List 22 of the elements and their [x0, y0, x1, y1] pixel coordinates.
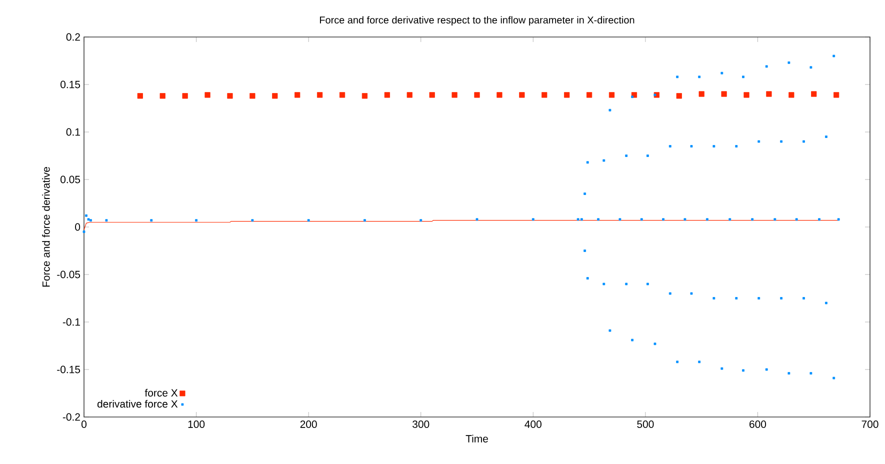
x-tick-label: 700: [862, 420, 878, 428]
x-tick-label: 600: [750, 420, 766, 428]
x-tick-label: 200: [300, 420, 317, 428]
y-tick-label: 0.2: [66, 33, 80, 41]
y-tick-label: -0.1: [62, 318, 80, 326]
legend-label: derivative force X: [97, 400, 178, 408]
y-tick-label: 0: [75, 223, 80, 231]
y-tick-label: 0.1: [66, 128, 80, 136]
y-tick-label: 0.05: [60, 176, 80, 184]
y-tick-label: -0.15: [57, 366, 80, 374]
x-tick-label: 0: [82, 420, 86, 428]
x-tick-label: 100: [188, 420, 205, 428]
chart-title: Force and force derivative respect to the inflow parameter in X-direction: [320, 16, 634, 26]
x-tick-label: 400: [524, 420, 542, 428]
y-axis-title: Force and force derivative: [42, 167, 50, 287]
legend-label: force X: [144, 388, 178, 397]
y-tick-label: -0.05: [57, 270, 80, 278]
x-axis-title: Time: [466, 434, 488, 442]
x-tick-label: 300: [412, 420, 430, 428]
x-tick-label: 500: [637, 420, 654, 428]
y-tick-label: 0.15: [60, 80, 80, 88]
y-tick-label: -0.2: [62, 413, 80, 421]
